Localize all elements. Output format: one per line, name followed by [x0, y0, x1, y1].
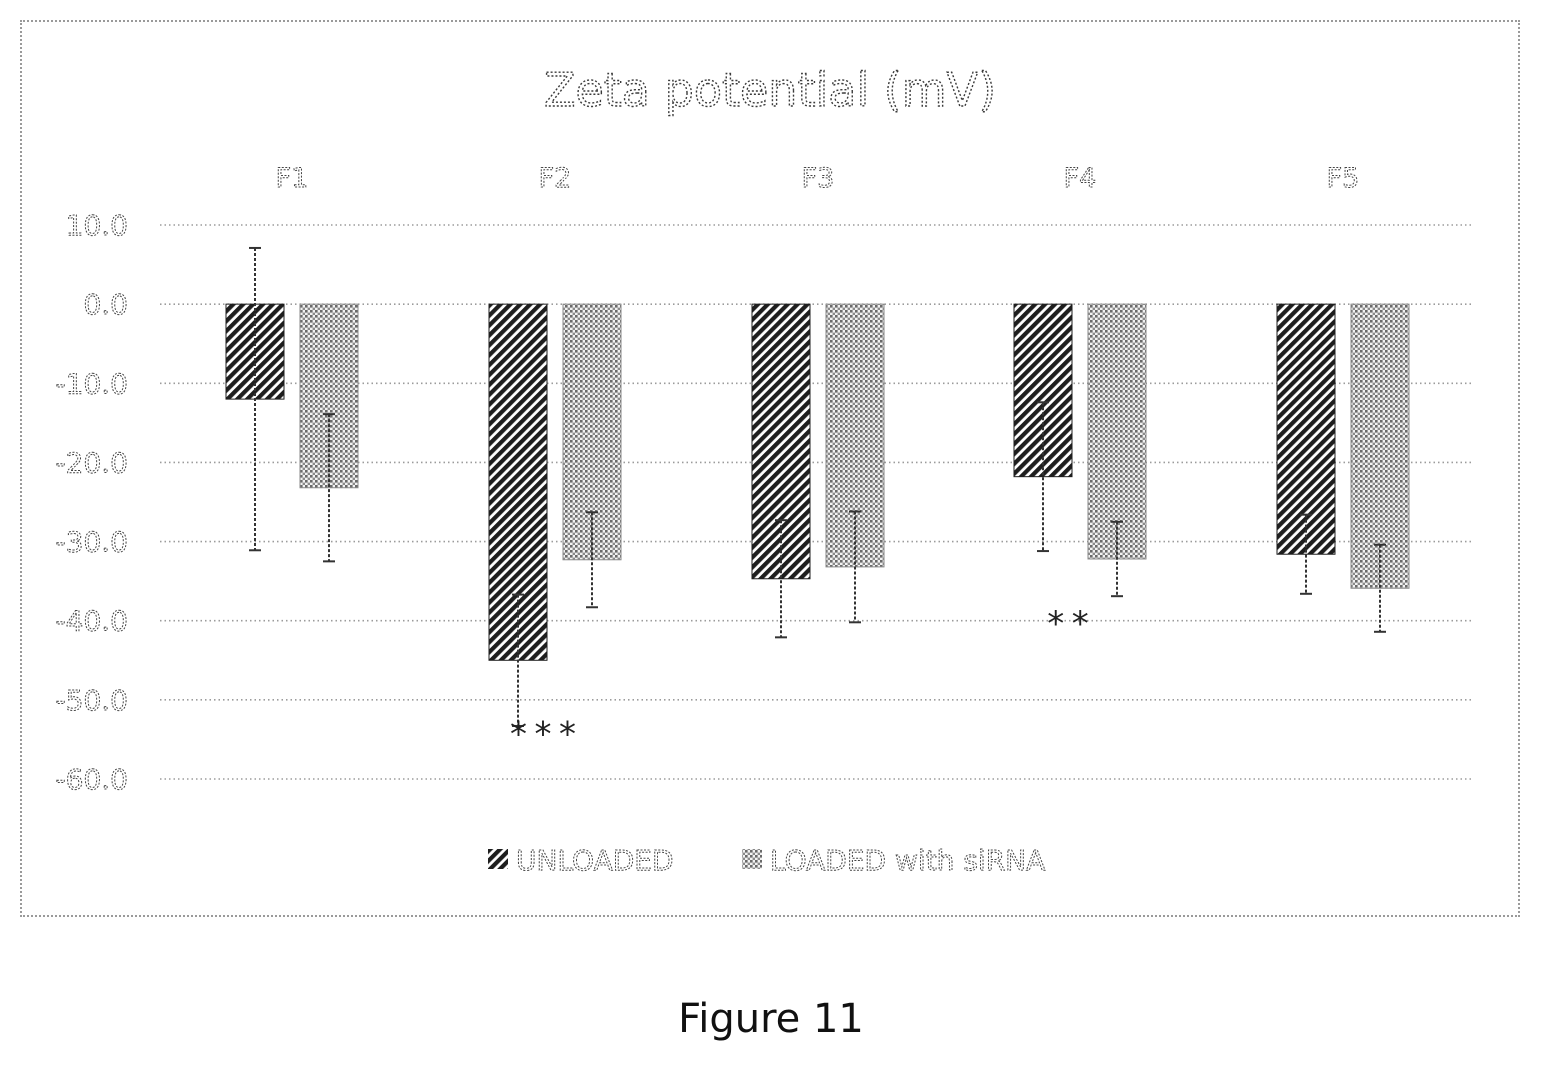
y-tick-label: -20.0: [56, 446, 128, 479]
y-tick-label: -40.0: [56, 605, 128, 638]
category-label: F5: [1327, 163, 1360, 194]
bar-loaded-f5: [1350, 303, 1410, 589]
bars: [225, 303, 1410, 661]
significance-marker: ***: [508, 715, 581, 755]
bar-unloaded-f5: [1276, 303, 1336, 555]
y-tick-label: 10.0: [66, 209, 128, 242]
chart-frame: [20, 20, 1520, 917]
legend-swatch: [742, 849, 762, 869]
error-bar: [1300, 513, 1312, 595]
y-tick-label: -30.0: [56, 526, 128, 559]
legend-item: UNLOADED: [488, 844, 674, 878]
category-label: F4: [1064, 163, 1097, 194]
bar-loaded-f2: [562, 303, 622, 561]
error-bar: [1037, 401, 1049, 553]
y-axis-tick-labels: 10.0 0.0 -10.0 -20.0 -30.0 -40.0 -50.0 -60.0: [55, 209, 128, 797]
legend-label: UNLOADED: [516, 844, 674, 877]
error-bar: [512, 593, 524, 727]
chart-title: Zeta potential (mV): [544, 63, 996, 117]
y-tick-label: -50.0: [56, 684, 128, 717]
error-bar: [1374, 543, 1386, 633]
zeta-potential-chart: Zeta potential (mV) 10.0 0.0 -10.0 -20.0 -30…: [55, 62, 1472, 878]
error-bar: [1111, 520, 1123, 598]
significance-marker: **: [1046, 604, 1095, 644]
figure-caption: Figure 11: [678, 996, 864, 1042]
category-labels: F1 F2 F3 F4 F5: [275, 163, 1360, 195]
significance-annotations: *****: [508, 604, 1095, 755]
legend: UNLOADED LOADED with siRNA: [488, 844, 1046, 878]
y-tick-label: 0.0: [83, 288, 128, 321]
y-tick-label: -10.0: [56, 367, 128, 400]
y-tick-label: -60.0: [56, 763, 128, 796]
legend-item: LOADED with siRNA: [742, 844, 1046, 878]
error-bar: [775, 519, 787, 639]
category-label: F2: [539, 163, 572, 194]
bar-loaded-f4: [1087, 303, 1147, 560]
category-label: F1: [276, 163, 309, 194]
error-bar: [586, 511, 598, 609]
legend-swatch: [488, 849, 508, 869]
bar-loaded-f1: [299, 303, 359, 489]
error-bar: [249, 246, 261, 552]
category-label: F3: [802, 163, 835, 194]
error-bars: [249, 246, 1386, 727]
error-bar: [323, 413, 335, 563]
bar-unloaded-f4: [1013, 303, 1073, 478]
error-bar: [849, 510, 861, 624]
legend-label: LOADED with siRNA: [770, 844, 1045, 877]
